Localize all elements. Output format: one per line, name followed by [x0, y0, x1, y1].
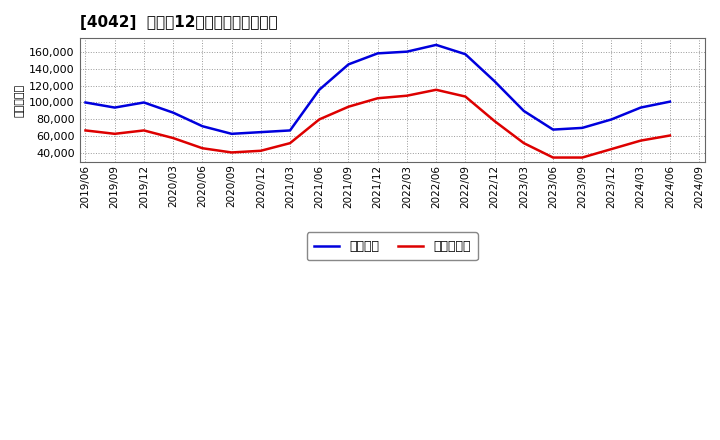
- 当期純利益: [432, 87, 441, 92]
- 経常利益: [490, 79, 499, 84]
- 当期純利益: [198, 146, 207, 151]
- Legend: 経常利益, 当期純利益: 経常利益, 当期純利益: [307, 232, 478, 260]
- 当期純利益: [402, 93, 411, 99]
- 経常利益: [607, 117, 616, 122]
- 経常利益: [286, 128, 294, 133]
- 当期純利益: [256, 148, 265, 154]
- 経常利益: [198, 124, 207, 129]
- 当期純利益: [520, 140, 528, 146]
- 経常利益: [256, 129, 265, 135]
- 当期純利益: [636, 138, 645, 143]
- 経常利益: [578, 125, 587, 131]
- 経常利益: [636, 105, 645, 110]
- Y-axis label: （百万円）: （百万円）: [15, 84, 25, 117]
- 経常利益: [140, 100, 148, 105]
- 当期純利益: [461, 94, 469, 99]
- 当期純利益: [549, 155, 557, 160]
- 経常利益: [402, 49, 411, 54]
- 当期純利益: [110, 131, 119, 136]
- 当期純利益: [169, 136, 178, 141]
- 経常利益: [344, 62, 353, 67]
- 当期純利益: [81, 128, 90, 133]
- 経常利益: [169, 110, 178, 115]
- 当期純利益: [374, 95, 382, 101]
- 当期純利益: [490, 118, 499, 124]
- Line: 当期純利益: 当期純利益: [86, 90, 670, 158]
- 経常利益: [520, 108, 528, 114]
- 当期純利益: [315, 117, 323, 122]
- 経常利益: [461, 51, 469, 57]
- 経常利益: [81, 100, 90, 105]
- 経常利益: [665, 99, 674, 104]
- 経常利益: [110, 105, 119, 110]
- 当期純利益: [607, 147, 616, 152]
- 当期純利益: [344, 104, 353, 110]
- 当期純利益: [578, 155, 587, 160]
- 経常利益: [549, 127, 557, 132]
- 当期純利益: [286, 140, 294, 146]
- 経常利益: [432, 42, 441, 48]
- 経常利益: [374, 51, 382, 56]
- Line: 経常利益: 経常利益: [86, 45, 670, 134]
- 当期純利益: [140, 128, 148, 133]
- Text: [4042]  利益だ12か月移動合計の推移: [4042] 利益だ12か月移動合計の推移: [80, 15, 277, 30]
- 経常利益: [315, 87, 323, 92]
- 当期純利益: [665, 133, 674, 138]
- 当期純利益: [228, 150, 236, 155]
- 経常利益: [228, 131, 236, 136]
